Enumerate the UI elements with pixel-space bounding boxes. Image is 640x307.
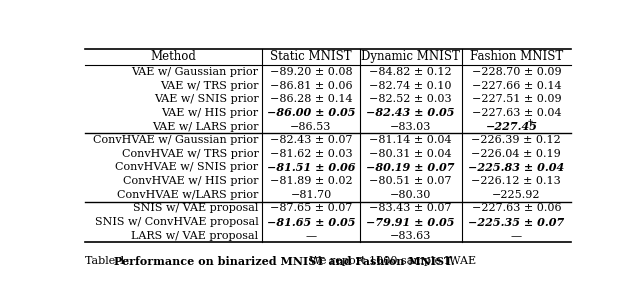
Text: VAE w/ TRS prior: VAE w/ TRS prior [160,81,259,91]
Text: SNIS w/ ConvHVAE proposal: SNIS w/ ConvHVAE proposal [95,217,259,227]
Text: −84.82 ± 0.12: −84.82 ± 0.12 [369,67,452,77]
Text: Fashion MNIST: Fashion MNIST [470,50,563,64]
Text: −226.39 ± 0.12: −226.39 ± 0.12 [472,135,561,145]
Text: −81.51 ± 0.06: −81.51 ± 0.06 [267,162,355,173]
Text: −82.43 ± 0.07: −82.43 ± 0.07 [269,135,352,145]
Text: Performance on binarized MNIST and Fashion MNIST.: Performance on binarized MNIST and Fashi… [114,256,454,267]
Text: ConvHVAE w/ Gaussian prior: ConvHVAE w/ Gaussian prior [93,135,259,145]
Text: VAE w/ SNIS prior: VAE w/ SNIS prior [154,94,259,104]
Text: −81.70: −81.70 [291,190,332,200]
Text: −228.70 ± 0.09: −228.70 ± 0.09 [472,67,561,77]
Text: VAE w/ Gaussian prior: VAE w/ Gaussian prior [131,67,259,77]
Text: −79.91 ± 0.05: −79.91 ± 0.05 [366,216,455,227]
Text: Static MNIST: Static MNIST [270,50,352,64]
Text: ConvHVAE w/ HIS prior: ConvHVAE w/ HIS prior [123,176,259,186]
Text: †: † [528,118,532,127]
Text: −225.92: −225.92 [492,190,541,200]
Text: VAE w/ LARS prior: VAE w/ LARS prior [152,122,259,131]
Text: −82.74 ± 0.10: −82.74 ± 0.10 [369,81,452,91]
Text: −81.62 ± 0.03: −81.62 ± 0.03 [269,149,352,159]
Text: We report 1000 sample IWAE: We report 1000 sample IWAE [306,256,476,266]
Text: −87.65 ± 0.07: −87.65 ± 0.07 [270,204,352,213]
Text: −227.51 ± 0.09: −227.51 ± 0.09 [472,94,561,104]
Text: −227.63 ± 0.06: −227.63 ± 0.06 [472,204,561,213]
Text: Method: Method [151,50,196,64]
Text: −81.14 ± 0.04: −81.14 ± 0.04 [369,135,452,145]
Text: −80.30: −80.30 [390,190,431,200]
Text: −83.03: −83.03 [390,122,431,131]
Text: −82.43 ± 0.05: −82.43 ± 0.05 [366,107,455,119]
Text: −225.83 ± 0.04: −225.83 ± 0.04 [468,162,564,173]
Text: −226.04 ± 0.19: −226.04 ± 0.19 [472,149,561,159]
Text: LARS w/ VAE proposal: LARS w/ VAE proposal [131,231,259,241]
Text: ConvHVAE w/LARS prior: ConvHVAE w/LARS prior [117,190,259,200]
Text: −86.81 ± 0.06: −86.81 ± 0.06 [269,81,352,91]
Text: −81.89 ± 0.02: −81.89 ± 0.02 [269,176,352,186]
Text: −227.63 ± 0.04: −227.63 ± 0.04 [472,108,561,118]
Text: Dynamic MNIST: Dynamic MNIST [361,50,460,64]
Text: −86.28 ± 0.14: −86.28 ± 0.14 [269,94,352,104]
Text: −80.31 ± 0.04: −80.31 ± 0.04 [369,149,452,159]
Text: −83.63: −83.63 [390,231,431,241]
Text: −83.43 ± 0.07: −83.43 ± 0.07 [369,204,452,213]
Text: −81.65 ± 0.05: −81.65 ± 0.05 [267,216,355,227]
Text: −86.53: −86.53 [291,122,332,131]
Text: −227.45: −227.45 [485,121,538,132]
Text: Table 1:: Table 1: [85,256,133,266]
Text: −225.35 ± 0.07: −225.35 ± 0.07 [468,216,564,227]
Text: −80.51 ± 0.07: −80.51 ± 0.07 [369,176,452,186]
Text: −227.66 ± 0.14: −227.66 ± 0.14 [472,81,561,91]
Text: —: — [511,231,522,241]
Text: ConvHVAE w/ SNIS prior: ConvHVAE w/ SNIS prior [115,162,259,173]
Text: −80.19 ± 0.07: −80.19 ± 0.07 [366,162,455,173]
Text: −89.20 ± 0.08: −89.20 ± 0.08 [269,67,352,77]
Text: SNIS w/ VAE proposal: SNIS w/ VAE proposal [133,204,259,213]
Text: −86.00 ± 0.05: −86.00 ± 0.05 [267,107,355,119]
Text: ConvHVAE w/ TRS prior: ConvHVAE w/ TRS prior [122,149,259,159]
Text: −226.12 ± 0.13: −226.12 ± 0.13 [472,176,561,186]
Text: —: — [305,231,317,241]
Text: −82.52 ± 0.03: −82.52 ± 0.03 [369,94,452,104]
Text: VAE w/ HIS prior: VAE w/ HIS prior [161,108,259,118]
